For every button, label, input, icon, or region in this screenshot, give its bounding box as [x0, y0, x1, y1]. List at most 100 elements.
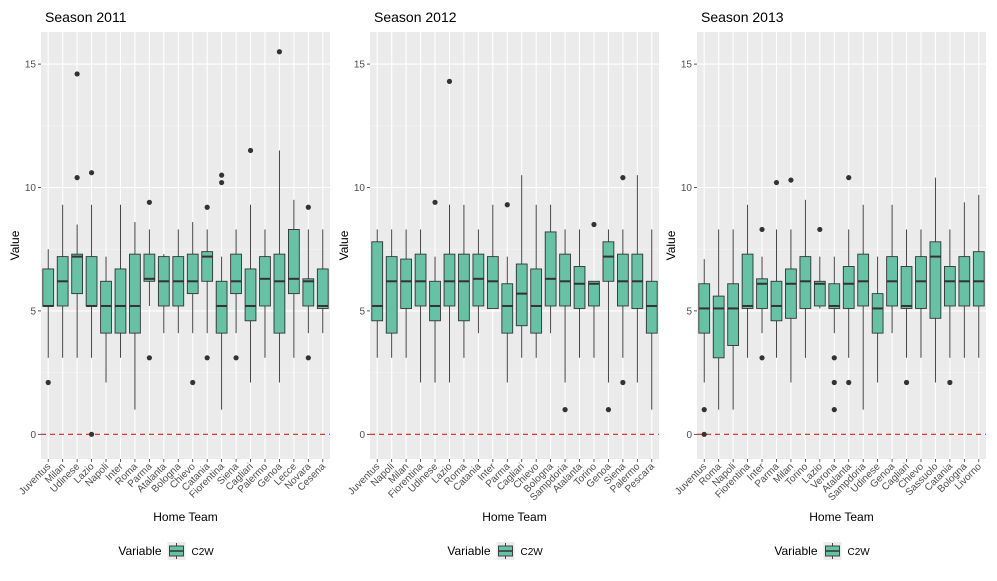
box-inter — [114, 204, 127, 358]
box-iqr — [400, 258, 412, 309]
box-bologna — [958, 202, 971, 358]
box-cagliari — [244, 147, 257, 383]
box-udinese — [71, 71, 83, 358]
box-iqr — [900, 266, 913, 309]
box-genoa — [886, 204, 898, 334]
box-iqr — [114, 268, 127, 334]
panel-season-2013: 051015JuventusRomaNapoliFiorentinaInterP… — [664, 9, 986, 560]
box-fiorentina — [414, 229, 427, 383]
y-tick-label: 0 — [359, 430, 365, 441]
box-iqr — [602, 241, 615, 282]
box-iqr — [302, 278, 315, 307]
box-iqr — [915, 256, 927, 309]
outlier-point — [504, 202, 510, 208]
outlier-point — [190, 379, 196, 386]
box-iqr — [259, 256, 271, 307]
chart-title: Season 2011 — [45, 9, 127, 25]
box-atalanta — [157, 254, 170, 334]
y-tick-label: 15 — [354, 60, 366, 71]
box-chievo — [530, 204, 543, 358]
box-iqr — [929, 241, 942, 319]
box-siena — [230, 229, 242, 361]
box-iqr — [458, 253, 470, 322]
y-axis-title: Value — [8, 230, 22, 260]
box-iqr — [429, 280, 441, 322]
box-iqr — [515, 263, 528, 327]
box-juventus — [698, 259, 711, 437]
y-axis-title: Value — [337, 230, 351, 260]
y-tick-label: 10 — [681, 183, 693, 194]
box-iqr — [944, 266, 956, 307]
x-axis-title: Home Team — [482, 510, 546, 524]
y-tick-label: 5 — [30, 306, 36, 317]
box-bologna — [172, 229, 185, 334]
outlier-point — [45, 379, 51, 386]
box-livorno — [972, 194, 985, 358]
y-tick-label: 5 — [359, 306, 365, 317]
box-sassuolo — [929, 177, 942, 383]
y-tick-label: 5 — [686, 306, 692, 317]
panel-background — [41, 32, 330, 459]
box-udinese — [429, 199, 441, 383]
outlier-point — [74, 175, 80, 181]
y-tick-label: 0 — [30, 430, 36, 441]
box-iqr — [842, 266, 855, 309]
box-pescara — [645, 229, 658, 410]
outlier-point — [817, 226, 823, 233]
box-iqr — [42, 268, 55, 307]
outlier-point — [562, 407, 568, 413]
box-iqr — [617, 253, 629, 307]
outlier-point — [88, 170, 95, 176]
outlier-point — [947, 379, 953, 386]
box-iqr — [472, 253, 485, 307]
box-iqr — [857, 253, 870, 307]
y-tick-label: 0 — [686, 430, 692, 441]
box-iqr — [273, 253, 286, 334]
box-torino — [799, 199, 812, 358]
legend-label: C2W — [521, 547, 544, 558]
box-lecce — [288, 199, 300, 358]
box-inter — [486, 204, 499, 309]
box-iqr — [645, 280, 658, 334]
outlier-point — [88, 431, 95, 437]
box-milan — [785, 177, 797, 383]
box-iqr — [71, 253, 83, 295]
legend-title: Variable — [447, 544, 490, 558]
outlier-point — [446, 78, 453, 84]
panel-background — [370, 32, 659, 459]
outlier-point — [591, 221, 597, 228]
box-iqr — [756, 278, 768, 309]
box-iqr — [371, 241, 384, 322]
box-genoa — [602, 229, 615, 413]
legend: Variable C2W — [774, 542, 870, 560]
box-genoa — [273, 49, 286, 383]
box-iqr — [129, 253, 141, 334]
chart-title: Season 2012 — [374, 9, 457, 25]
box-chievo — [186, 222, 199, 386]
outlier-point — [831, 407, 837, 413]
box-catania — [944, 229, 956, 386]
box-fiorentina — [741, 204, 754, 358]
box-verona — [828, 256, 841, 413]
box-iqr — [530, 268, 543, 334]
box-iqr — [414, 253, 427, 307]
y-tick-label: 15 — [681, 60, 693, 71]
box-iqr — [443, 253, 456, 307]
box-iqr — [316, 268, 329, 309]
outlier-point — [305, 204, 311, 210]
panel-background — [697, 32, 986, 459]
box-cagliari — [515, 175, 528, 358]
box-napoli — [727, 229, 739, 410]
box-milan — [56, 204, 69, 358]
outlier-point — [701, 407, 707, 413]
box-palermo — [631, 175, 644, 383]
outlier-point — [146, 199, 152, 205]
outlier-point — [233, 355, 239, 361]
box-milan — [400, 229, 412, 358]
box-torino — [588, 221, 600, 358]
box-iqr — [544, 231, 557, 307]
box-iqr — [799, 256, 812, 309]
box-palermo — [259, 229, 271, 358]
box-siena — [617, 175, 629, 386]
box-chievo — [915, 229, 927, 358]
